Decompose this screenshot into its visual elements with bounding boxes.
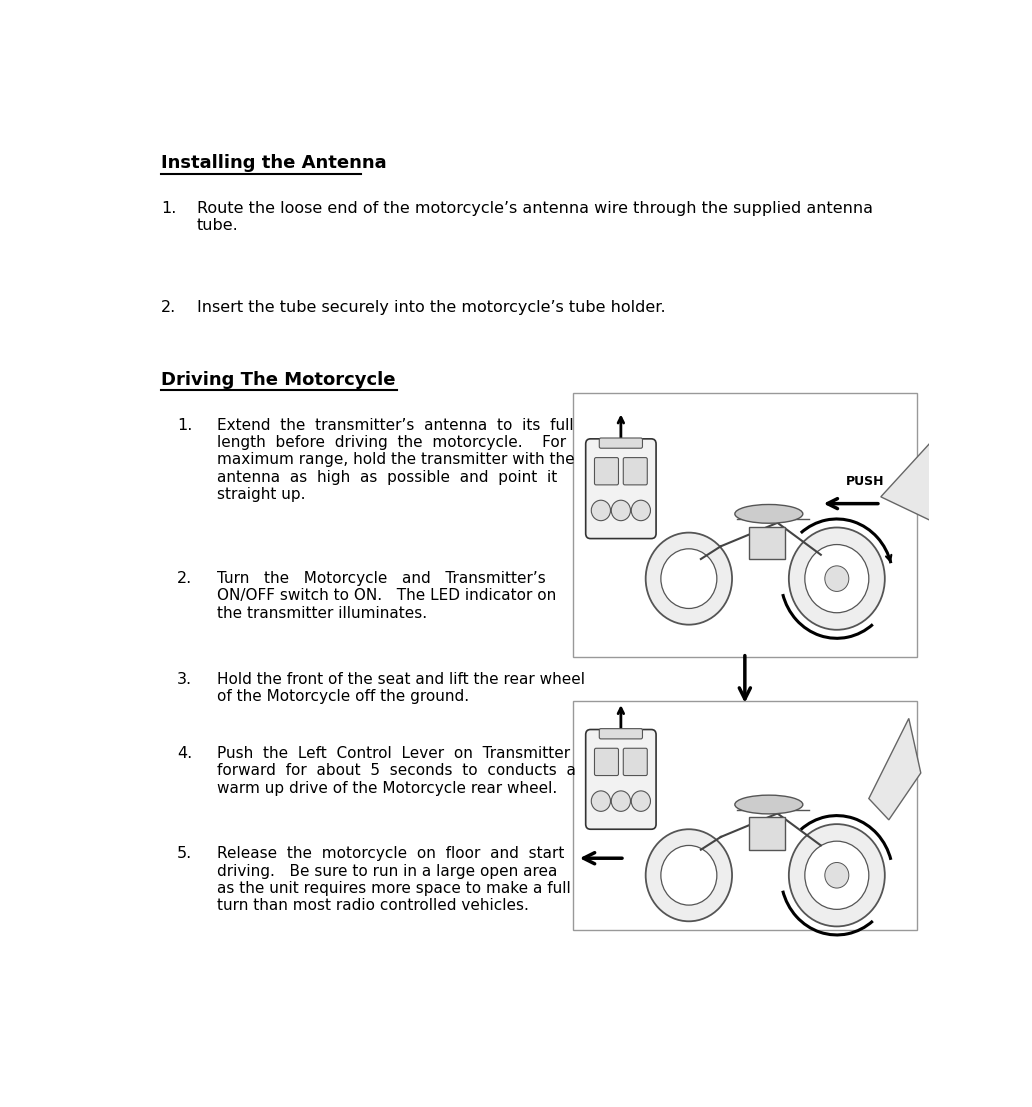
Circle shape	[788, 824, 884, 927]
Circle shape	[632, 790, 650, 811]
Text: Driving The Motorcycle: Driving The Motorcycle	[161, 371, 395, 389]
FancyBboxPatch shape	[586, 730, 656, 829]
Bar	[573, 393, 916, 658]
Ellipse shape	[735, 505, 803, 524]
Circle shape	[805, 841, 869, 909]
Text: 5.: 5.	[178, 846, 192, 861]
Text: 1.: 1.	[161, 201, 176, 216]
Circle shape	[646, 532, 732, 624]
Text: Route the loose end of the motorcycle’s antenna wire through the supplied antenn: Route the loose end of the motorcycle’s …	[197, 201, 873, 234]
Circle shape	[591, 790, 611, 811]
Ellipse shape	[735, 795, 803, 814]
Circle shape	[646, 829, 732, 921]
Circle shape	[611, 500, 631, 520]
Circle shape	[632, 500, 650, 520]
Circle shape	[611, 790, 631, 811]
Circle shape	[591, 500, 611, 520]
FancyBboxPatch shape	[623, 457, 647, 485]
Circle shape	[825, 862, 848, 888]
FancyBboxPatch shape	[594, 457, 618, 485]
Bar	[749, 527, 784, 559]
Circle shape	[660, 549, 717, 609]
Circle shape	[660, 846, 717, 906]
Circle shape	[825, 566, 848, 591]
Text: Release  the  motorcycle  on  floor  and  start
driving.   Be sure to run in a l: Release the motorcycle on floor and star…	[217, 846, 571, 913]
Text: 3.: 3.	[178, 672, 192, 686]
Bar	[573, 702, 916, 930]
Text: Installing the Antenna: Installing the Antenna	[161, 154, 387, 173]
Circle shape	[805, 545, 869, 613]
Text: 4.: 4.	[178, 746, 192, 761]
FancyBboxPatch shape	[586, 438, 656, 539]
Text: Insert the tube securely into the motorcycle’s tube holder.: Insert the tube securely into the motorc…	[197, 300, 666, 314]
Polygon shape	[881, 427, 969, 529]
Text: Turn   the   Motorcycle   and   Transmitter’s
ON/OFF switch to ON.   The LED ind: Turn the Motorcycle and Transmitter’s ON…	[217, 571, 556, 621]
Circle shape	[788, 528, 884, 630]
Text: 2.: 2.	[161, 300, 176, 314]
Text: 2.: 2.	[178, 571, 192, 586]
Text: 1.: 1.	[178, 417, 192, 433]
Text: Hold the front of the seat and lift the rear wheel
of the Motorcycle off the gro: Hold the front of the seat and lift the …	[217, 672, 585, 704]
Text: PUSH: PUSH	[845, 475, 884, 488]
Text: Push  the  Left  Control  Lever  on  Transmitter
forward  for  about  5  seconds: Push the Left Control Lever on Transmitt…	[217, 746, 576, 796]
FancyBboxPatch shape	[594, 748, 618, 776]
Bar	[749, 817, 784, 850]
FancyBboxPatch shape	[600, 438, 643, 448]
Text: Extend  the  transmitter’s  antenna  to  its  full
length  before  driving  the : Extend the transmitter’s antenna to its …	[217, 417, 575, 503]
Polygon shape	[869, 718, 921, 820]
FancyBboxPatch shape	[623, 748, 647, 776]
FancyBboxPatch shape	[600, 728, 643, 738]
